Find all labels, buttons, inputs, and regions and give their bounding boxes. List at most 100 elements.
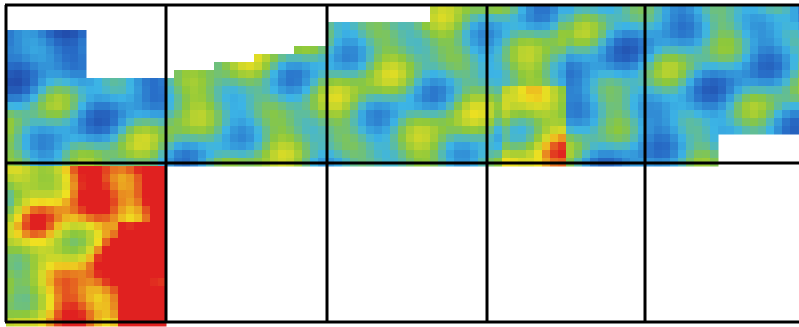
heat-cell	[790, 30, 799, 39]
heat-cell	[78, 102, 87, 111]
heat-cell	[182, 86, 191, 95]
heat-cell	[750, 94, 759, 103]
heat-cell	[766, 22, 775, 31]
heat-cell	[518, 142, 527, 151]
heat-cell	[38, 286, 47, 295]
heat-cell	[534, 70, 543, 79]
heat-cell	[630, 126, 639, 135]
heat-cell	[646, 110, 655, 119]
heat-cell	[510, 126, 519, 135]
heat-cell	[246, 134, 255, 143]
heat-cell	[542, 102, 551, 111]
heat-cell	[718, 6, 727, 15]
heat-cell	[38, 134, 47, 143]
heat-cell	[494, 46, 503, 55]
heat-cell	[46, 222, 55, 231]
heat-cell	[118, 190, 127, 199]
heat-cell	[14, 86, 23, 95]
heat-cell	[142, 238, 151, 247]
heat-cell	[382, 94, 391, 103]
heat-cell	[14, 206, 23, 215]
heat-cell	[70, 62, 79, 71]
heat-cell	[454, 14, 463, 23]
heat-cell	[134, 118, 143, 127]
heat-cell	[526, 150, 535, 159]
heat-cell	[110, 78, 119, 87]
heat-cell	[70, 206, 79, 215]
heat-cell	[446, 38, 455, 47]
heat-cell	[734, 62, 743, 71]
heat-cell	[134, 294, 143, 303]
heat-cell	[342, 46, 351, 55]
heat-cell	[422, 30, 431, 39]
heat-cell	[358, 126, 367, 135]
heat-cell	[390, 86, 399, 95]
heat-cell	[598, 94, 607, 103]
heat-cell	[726, 14, 735, 23]
heat-cell	[478, 22, 487, 31]
heat-cell	[126, 126, 135, 135]
heat-cell	[462, 134, 471, 143]
heat-cell	[406, 86, 415, 95]
heat-cell	[590, 46, 599, 55]
heat-cell	[62, 238, 71, 247]
heat-cell	[566, 102, 575, 111]
heat-cell	[230, 126, 239, 135]
heat-cell	[318, 134, 327, 143]
heat-cell	[22, 262, 31, 271]
heat-cell	[422, 78, 431, 87]
heat-cell	[614, 134, 623, 143]
heat-cell	[222, 62, 231, 71]
heat-cell	[78, 166, 87, 175]
heat-cell	[102, 182, 111, 191]
heat-cell	[542, 22, 551, 31]
heat-cell	[694, 54, 703, 63]
heat-cell	[86, 110, 95, 119]
heat-cell	[134, 110, 143, 119]
heat-cell	[566, 150, 575, 159]
heat-cell	[70, 230, 79, 239]
heat-cell	[102, 254, 111, 263]
heat-cell	[150, 150, 159, 159]
heat-cell	[670, 110, 679, 119]
heat-cell	[46, 310, 55, 319]
heat-cell	[470, 62, 479, 71]
heat-cell	[582, 78, 591, 87]
heat-cell	[494, 54, 503, 63]
heat-cell	[30, 166, 39, 175]
heat-cell	[358, 110, 367, 119]
heat-cell	[22, 126, 31, 135]
heat-cell	[574, 30, 583, 39]
heat-cell	[94, 182, 103, 191]
heat-cell	[62, 310, 71, 319]
heat-cell	[238, 62, 247, 71]
heat-cell	[62, 54, 71, 63]
heat-cell	[550, 14, 559, 23]
heat-cell	[102, 206, 111, 215]
heat-cell	[14, 182, 23, 191]
heat-cell	[398, 22, 407, 31]
heat-cell	[22, 78, 31, 87]
heat-cell	[590, 54, 599, 63]
heat-cell	[494, 70, 503, 79]
heat-cell	[134, 142, 143, 151]
heat-cell	[46, 270, 55, 279]
heat-cell	[662, 86, 671, 95]
heat-cell	[606, 102, 615, 111]
heat-cell	[710, 94, 719, 103]
heat-cell	[398, 78, 407, 87]
heat-cell	[70, 38, 79, 47]
heat-cell	[254, 110, 263, 119]
heat-cell	[710, 142, 719, 151]
heat-cell	[590, 14, 599, 23]
heat-cell	[366, 54, 375, 63]
heat-cell	[62, 286, 71, 295]
heat-cell	[150, 118, 159, 127]
heat-cell	[94, 246, 103, 255]
heat-cell	[358, 94, 367, 103]
heat-cell	[54, 62, 63, 71]
heat-cell	[86, 214, 95, 223]
heat-cell	[38, 294, 47, 303]
heat-cell	[238, 78, 247, 87]
heat-cell	[270, 110, 279, 119]
